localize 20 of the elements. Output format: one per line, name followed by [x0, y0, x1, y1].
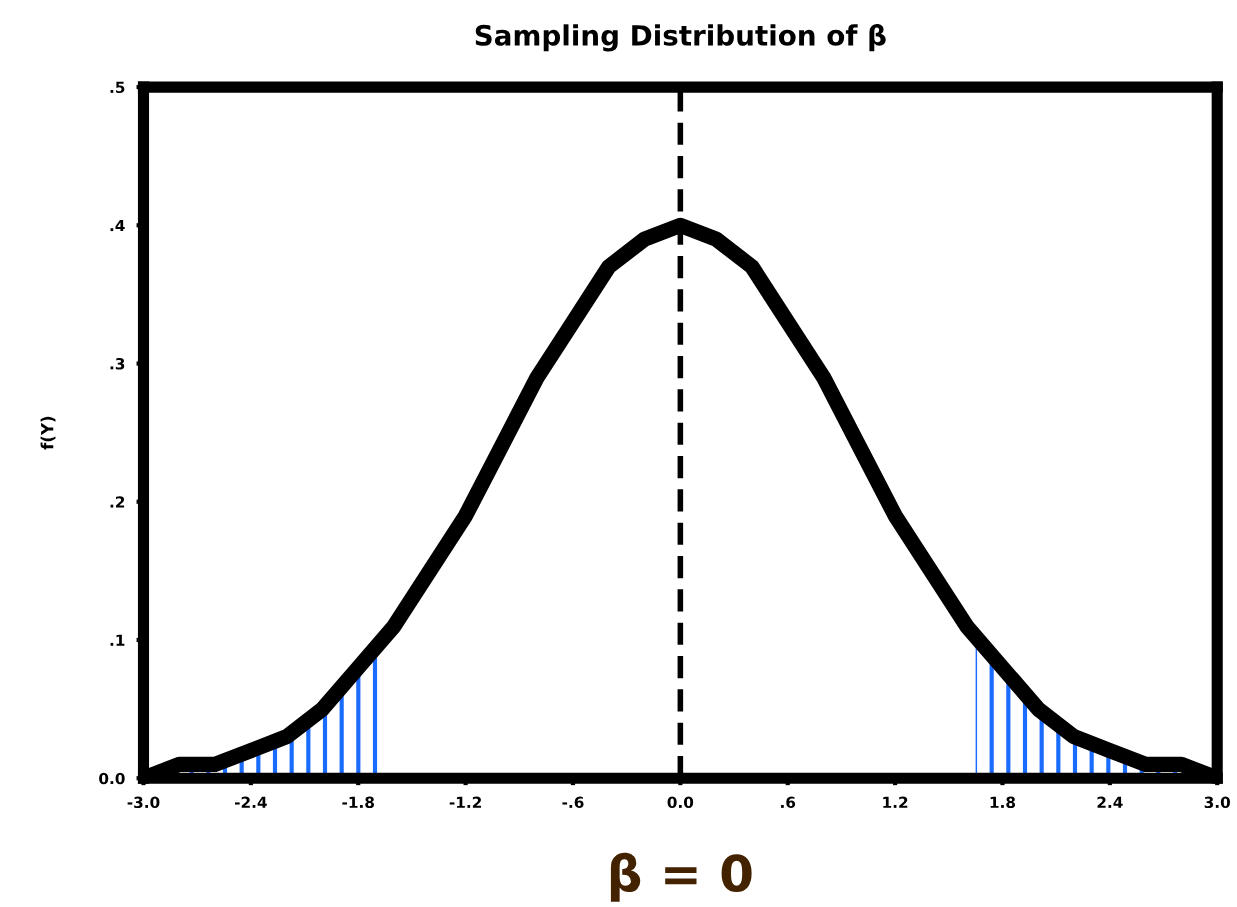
x-tick-label: -2.4 — [234, 796, 267, 808]
x-tick-label: 2.4 — [1097, 796, 1123, 808]
x-tick-label: 1.2 — [883, 796, 908, 808]
x-tick-label: -3.0 — [127, 796, 160, 809]
x-tick-label: 1.8 — [990, 796, 1016, 809]
y-tick-label: .3 — [110, 357, 125, 370]
x-tick-label: -1.2 — [449, 796, 481, 808]
x-axis-title: β = 0 — [610, 852, 752, 902]
y-axis-title: f(Y) — [40, 416, 56, 450]
y-tick-label: .5 — [110, 81, 125, 94]
x-tick-label: -1.8 — [342, 796, 374, 809]
x-tick-label: 0.0 — [667, 796, 694, 809]
x-tick-label: .6 — [781, 796, 796, 809]
y-tick-label: 0.0 — [99, 772, 125, 785]
y-tick-label: .4 — [110, 219, 125, 232]
x-tick-label: -.6 — [562, 796, 584, 809]
y-tick-label: .2 — [110, 496, 125, 508]
x-tick-label: 3.0 — [1204, 796, 1231, 809]
chart-title: Sampling Distribution of β — [475, 23, 886, 52]
y-tick-label: .1 — [110, 634, 125, 646]
